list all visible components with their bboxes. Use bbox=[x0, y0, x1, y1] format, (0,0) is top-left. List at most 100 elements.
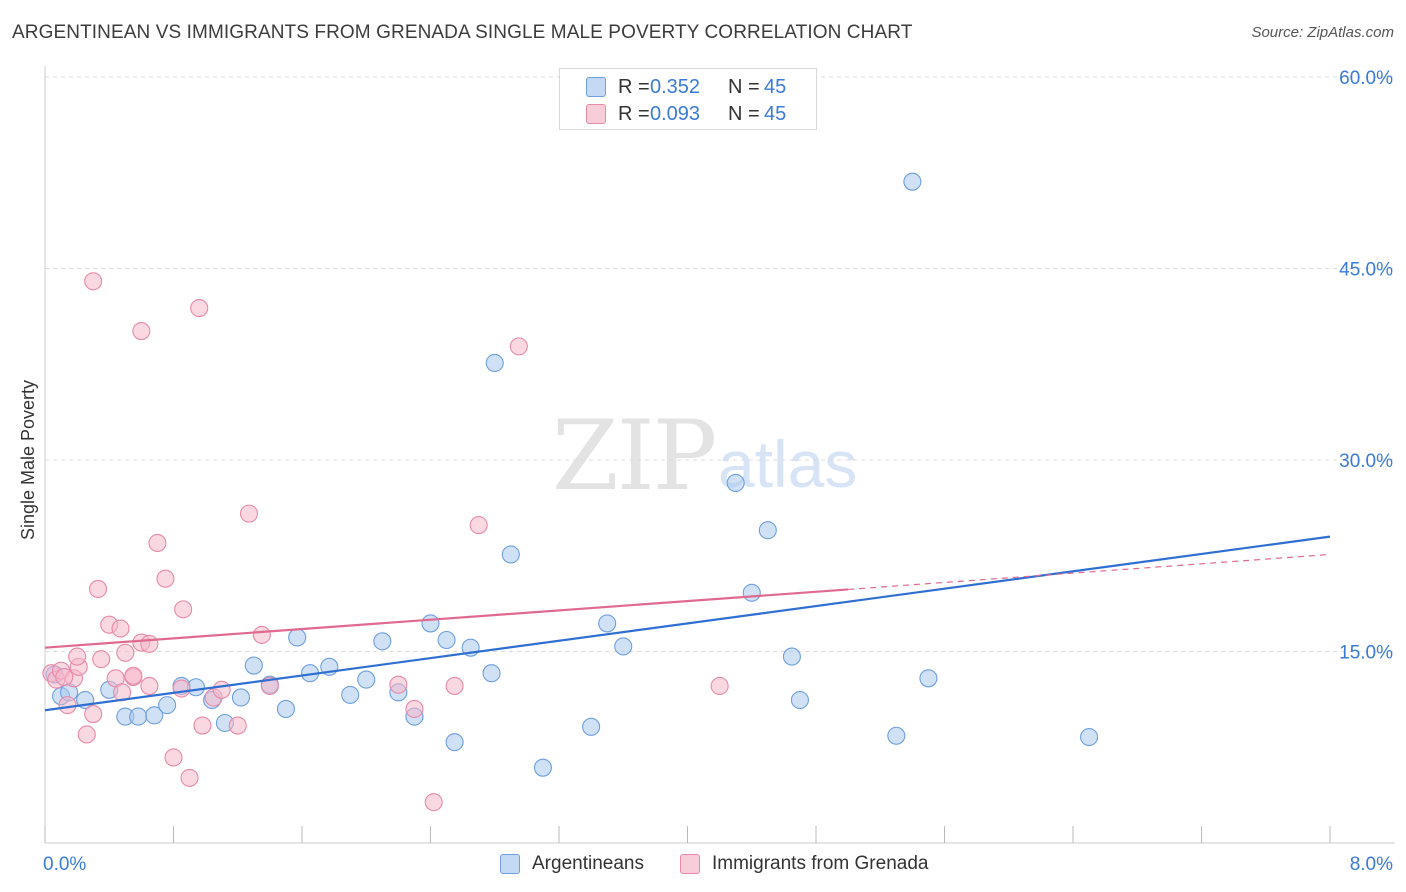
point-argentineans bbox=[158, 696, 177, 715]
point-grenada bbox=[156, 569, 175, 588]
series-argentineans bbox=[45, 172, 1099, 777]
legend-r-value: 0.352 bbox=[650, 75, 701, 98]
point-grenada bbox=[710, 676, 729, 696]
point-grenada bbox=[111, 619, 130, 638]
point-grenada bbox=[84, 272, 103, 291]
trend-line bbox=[44, 588, 849, 649]
legend-swatch-pink bbox=[586, 104, 606, 124]
point-argentineans bbox=[790, 690, 809, 710]
y-axis-title: Single Male Poverty bbox=[18, 380, 38, 540]
correlation-legend: R = 0.352 N = 45 R = 0.093 N = 45 bbox=[559, 68, 817, 130]
point-argentineans bbox=[742, 583, 761, 602]
point-argentineans bbox=[288, 628, 307, 647]
legend-n-label: N = bbox=[728, 75, 760, 98]
point-grenada bbox=[88, 579, 108, 598]
point-argentineans bbox=[533, 758, 552, 777]
point-grenada bbox=[212, 680, 231, 699]
source-credit: Source: ZipAtlas.com bbox=[1251, 24, 1394, 41]
chart-title: ARGENTINEAN VS IMMIGRANTS FROM GRENADA S… bbox=[12, 22, 913, 43]
y-tick-label: 60.0% bbox=[1339, 68, 1393, 89]
point-argentineans bbox=[129, 707, 148, 726]
point-argentineans bbox=[598, 614, 617, 633]
point-grenada bbox=[140, 634, 159, 653]
point-argentineans bbox=[482, 664, 501, 683]
legend-r-label: R = bbox=[618, 75, 650, 98]
point-argentineans bbox=[758, 521, 777, 540]
point-argentineans bbox=[501, 545, 520, 564]
point-argentineans bbox=[145, 706, 164, 725]
point-grenada bbox=[193, 716, 212, 735]
bottom-legend-grenada: Immigrants from Grenada bbox=[680, 852, 928, 876]
point-argentineans bbox=[276, 699, 295, 719]
point-grenada bbox=[190, 299, 209, 318]
legend-n-label: N = bbox=[728, 102, 760, 125]
series-grenada bbox=[42, 272, 729, 812]
y-tick-label: 30.0% bbox=[1339, 451, 1393, 472]
point-grenada bbox=[509, 337, 528, 356]
point-grenada bbox=[68, 647, 87, 666]
point-grenada bbox=[260, 676, 279, 696]
y-tick-label: 45.0% bbox=[1339, 260, 1393, 281]
point-argentineans bbox=[445, 733, 464, 752]
point-grenada bbox=[77, 725, 96, 744]
point-argentineans bbox=[782, 647, 801, 666]
point-grenada bbox=[252, 625, 271, 644]
point-grenada bbox=[116, 643, 135, 662]
point-grenada bbox=[58, 696, 77, 715]
bottom-legend-label: Argentineans bbox=[532, 853, 644, 874]
point-argentineans bbox=[887, 726, 906, 745]
point-grenada bbox=[132, 322, 151, 341]
point-grenada bbox=[389, 675, 408, 694]
point-grenada bbox=[148, 533, 167, 553]
x-tick-label: 0.0% bbox=[43, 854, 86, 875]
point-grenada bbox=[124, 666, 143, 685]
point-grenada bbox=[55, 667, 74, 687]
legend-row-argentineans: R = 0.352 N = 45 bbox=[586, 75, 786, 99]
y-tick-label: 15.0% bbox=[1339, 643, 1393, 664]
trend-line-extension bbox=[848, 553, 1331, 591]
point-argentineans bbox=[614, 637, 633, 656]
point-argentineans bbox=[244, 656, 263, 675]
legend-row-grenada: R = 0.093 N = 45 bbox=[586, 102, 786, 126]
point-argentineans bbox=[437, 630, 456, 650]
grid-lines bbox=[45, 76, 1395, 652]
point-argentineans bbox=[582, 717, 601, 736]
bottom-legend-swatch-pink bbox=[680, 854, 700, 874]
point-grenada bbox=[140, 676, 159, 696]
point-argentineans bbox=[341, 685, 360, 704]
point-grenada bbox=[424, 793, 443, 812]
watermark-zip: ZIP bbox=[552, 400, 717, 512]
point-argentineans bbox=[1080, 727, 1099, 747]
axis-ticks bbox=[44, 826, 1331, 843]
point-argentineans bbox=[421, 614, 440, 633]
legend-r-value: 0.093 bbox=[650, 102, 701, 125]
point-grenada bbox=[228, 716, 247, 735]
legend-swatch-blue bbox=[586, 77, 606, 97]
legend-n-value: 45 bbox=[764, 75, 787, 98]
point-grenada bbox=[469, 516, 488, 535]
bottom-legend-label: Immigrants from Grenada bbox=[712, 853, 929, 874]
point-grenada bbox=[445, 676, 464, 696]
point-grenada bbox=[174, 600, 193, 619]
x-tick-label: 8.0% bbox=[1350, 854, 1393, 875]
point-argentineans bbox=[231, 688, 251, 707]
point-grenada bbox=[84, 705, 103, 724]
axes bbox=[44, 66, 1395, 844]
point-argentineans bbox=[726, 473, 745, 493]
bottom-legend-argentineans: Argentineans bbox=[500, 852, 644, 876]
legend-r-label: R = bbox=[618, 102, 650, 125]
bottom-legend-swatch-blue bbox=[500, 854, 520, 874]
point-argentineans bbox=[903, 172, 922, 191]
point-argentineans bbox=[485, 353, 504, 373]
point-argentineans bbox=[357, 670, 376, 689]
legend-n-value: 45 bbox=[764, 102, 787, 125]
axis-labels: 15.0% 30.0% 45.0% 60.0% 0.0% 8.0% Single Male … bbox=[18, 68, 1393, 875]
trend-line bbox=[44, 535, 1331, 712]
point-grenada bbox=[405, 699, 424, 719]
point-grenada bbox=[172, 679, 191, 698]
point-argentineans bbox=[373, 632, 392, 651]
point-grenada bbox=[92, 650, 111, 669]
point-grenada bbox=[180, 768, 199, 787]
trend-lines bbox=[44, 535, 1331, 712]
